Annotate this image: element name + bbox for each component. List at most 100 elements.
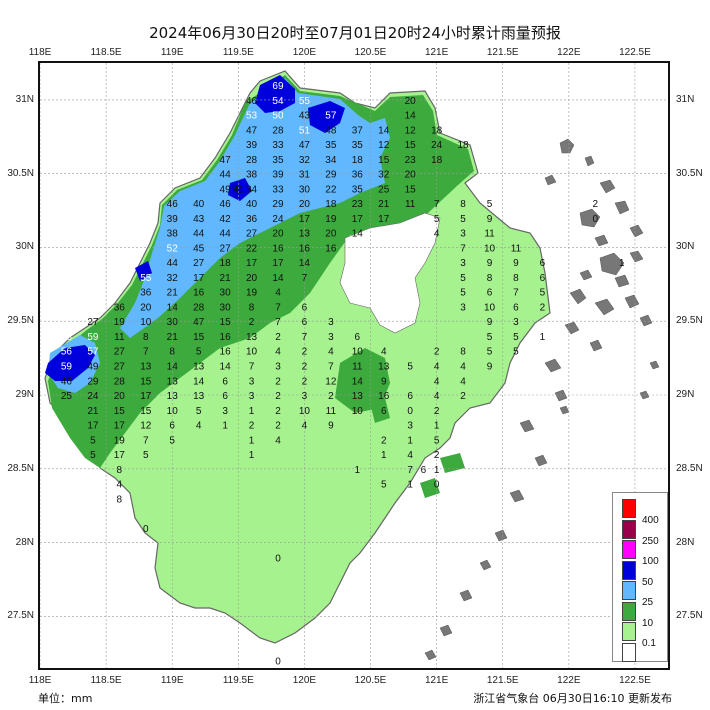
rainfall-value: 28 (246, 155, 258, 166)
map-frame: 69 46 54 55 20 53 50 43 57 14 47 28 51 48 37 14 12 18 39 33… (38, 61, 670, 670)
rainfall-value: 49 (87, 362, 99, 373)
rainfall-value: 41 (233, 184, 245, 195)
rainfall-value: 36 (140, 288, 152, 299)
rainfall-value: 39 (167, 214, 179, 225)
rainfall-value: 30 (220, 288, 232, 299)
rainfall-value: 8 (117, 494, 123, 505)
rainfall-value: 20 (405, 170, 417, 181)
axis-tick-label: 28.5N (7, 462, 34, 474)
rainfall-value: 8 (460, 347, 466, 358)
rainfall-value: 51 (299, 125, 311, 136)
rainfall-value: 3 (460, 229, 466, 240)
rainfall-value: 16 (220, 332, 232, 343)
rainfall-value: 6 (421, 465, 427, 476)
rainfall-value: 11 (352, 362, 363, 373)
rainfall-value: 4 (275, 435, 281, 446)
rainfall-value: 57 (325, 111, 337, 122)
rainfall-value: 3 (222, 406, 228, 417)
rainfall-value: 3 (460, 302, 466, 313)
rain-band-50-100 (228, 75, 345, 201)
axis-tick-label: 119.5E (222, 675, 254, 686)
axis-tick-label: 30.5N (7, 167, 34, 179)
rainfall-value: 15 (220, 317, 232, 328)
rainfall-value: 1 (381, 450, 387, 461)
map-title: 2024年06月30日20时至07月01日20时24小时累计雨量预报 (149, 24, 561, 42)
rainfall-value: 18 (458, 140, 470, 151)
rainfall-value: 28 (272, 125, 284, 136)
rainfall-value: 29 (87, 376, 99, 387)
rainfall-value: 2 (249, 421, 255, 432)
rainfall-value: 18 (352, 155, 364, 166)
rainfall-value: 0 (275, 553, 281, 564)
offshore-islands (424, 138, 660, 661)
rainfall-value: 7 (249, 362, 255, 373)
rainfall-value: 25 (378, 184, 390, 195)
rainfall-value: 9 (487, 214, 493, 225)
axis-tick-label: 29N (676, 389, 695, 400)
rainfall-value: 3 (302, 391, 308, 402)
rainfall-value: 1 (619, 258, 625, 269)
rainfall-value: 21 (167, 288, 179, 299)
rainfall-value: 35 (352, 140, 364, 151)
no-rain-area (339, 212, 441, 334)
rain-band-10-25-north (420, 453, 465, 498)
rainfall-value: 4 (302, 421, 308, 432)
rainfall-value: 44 (193, 229, 205, 240)
axis-tick-label: 122.5E (619, 47, 651, 58)
rainfall-value: 13 (246, 332, 258, 343)
rainfall-value: 2 (275, 421, 281, 432)
rainfall-value: 5 (540, 288, 546, 299)
rainfall-value: 15 (140, 406, 152, 417)
rainfall-value: 27 (220, 243, 232, 254)
rainfall-value: 4 (117, 480, 123, 491)
rainfall-value: 9 (381, 376, 387, 387)
rainfall-value: 28 (193, 302, 205, 313)
rainfall-value: 5 (460, 288, 466, 299)
rainfall-value: 47 (246, 125, 258, 136)
rainfall-value: 2 (302, 362, 308, 373)
rainfall-value: 29 (272, 199, 284, 210)
rainfall-value: 38 (167, 229, 179, 240)
rainfall-value: 35 (272, 155, 284, 166)
legend-swatch (622, 540, 636, 559)
rainfall-value: 10 (140, 317, 152, 328)
rainfall-value: 17 (87, 421, 99, 432)
rainfall-value: 1 (434, 421, 440, 432)
rainfall-value: 3 (328, 332, 334, 343)
rainfall-value: 29 (325, 170, 337, 181)
rainfall-value: 7 (143, 347, 149, 358)
axis-tick-label: 120.5E (354, 47, 387, 58)
rainfall-value: 6 (513, 302, 519, 313)
rainfall-value: 0 (143, 524, 149, 535)
rainfall-value: 6 (407, 391, 413, 402)
unit-label: 单位：mm (38, 692, 93, 705)
rainfall-value: 17 (352, 214, 364, 225)
rainfall-value: 14 (299, 258, 311, 269)
rainfall-value: 5 (460, 214, 466, 225)
rainfall-value: 3 (275, 362, 281, 373)
axis-tick-label: 118E (28, 47, 52, 58)
rainfall-value: 21 (220, 273, 232, 284)
axis-tick-label: 119E (160, 47, 184, 58)
rainfall-value: 2 (460, 391, 466, 402)
rainfall-value: 24 (272, 214, 284, 225)
rainfall-value: 20 (246, 273, 258, 284)
rainfall-value: 3 (249, 391, 255, 402)
rainfall-value: 11 (405, 199, 416, 210)
rainfall-value: 5 (513, 332, 519, 343)
rainfall-value: 18 (431, 125, 443, 136)
rainfall-value: 15 (114, 406, 126, 417)
rainfall-value: 7 (407, 465, 413, 476)
rainfall-value: 3 (407, 421, 413, 432)
rainfall-value: 12 (325, 376, 337, 387)
axis-tick-label: 121.5E (486, 675, 519, 686)
rainfall-value: 46 (246, 96, 258, 107)
rainfall-value: 33 (272, 184, 284, 195)
rainfall-value: 7 (275, 302, 281, 313)
legend-label: 400 (642, 515, 659, 526)
rainfall-value: 20 (114, 391, 126, 402)
rainfall-value: 5 (407, 362, 413, 373)
rainfall-value: 17 (114, 421, 126, 432)
axis-tick-label: 30N (15, 241, 34, 253)
rainfall-value: 27 (193, 258, 205, 269)
